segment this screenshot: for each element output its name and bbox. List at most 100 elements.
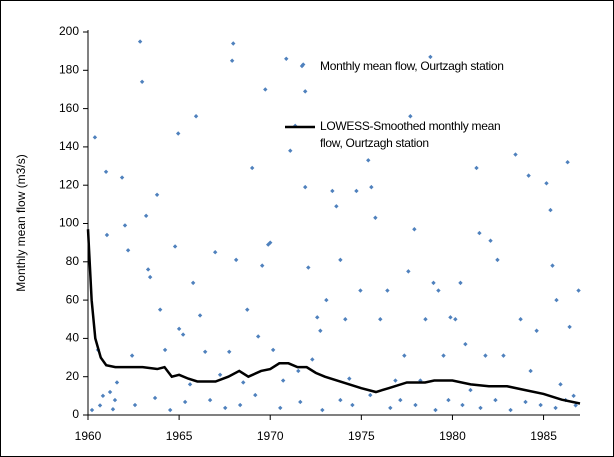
y-tick-label: 160 bbox=[59, 101, 79, 115]
data-point bbox=[107, 389, 113, 395]
data-point bbox=[378, 317, 383, 322]
data-point bbox=[119, 175, 125, 180]
data-point bbox=[334, 204, 339, 209]
data-point bbox=[266, 242, 271, 247]
data-point bbox=[366, 158, 371, 163]
data-point bbox=[197, 313, 203, 318]
data-point bbox=[576, 288, 581, 293]
y-tick-label: 180 bbox=[59, 62, 79, 76]
data-point bbox=[92, 135, 98, 140]
legend-label: LOWESS-Smoothed monthly mean flow, Ourtz… bbox=[320, 119, 501, 150]
data-point bbox=[152, 395, 158, 401]
data-point bbox=[453, 317, 458, 322]
data-point bbox=[495, 257, 500, 263]
data-point bbox=[468, 387, 473, 393]
data-point bbox=[132, 402, 138, 408]
data-point bbox=[255, 334, 261, 339]
y-tick-label: 200 bbox=[59, 24, 79, 38]
data-point bbox=[103, 169, 109, 174]
data-point bbox=[458, 280, 463, 286]
data-point bbox=[207, 397, 213, 403]
data-point bbox=[528, 368, 533, 374]
data-point bbox=[436, 288, 441, 293]
data-point bbox=[393, 378, 398, 383]
data-point bbox=[231, 41, 236, 46]
data-point bbox=[89, 407, 95, 413]
data-point bbox=[223, 405, 228, 411]
y-tick-label: 80 bbox=[66, 254, 80, 268]
data-point bbox=[554, 297, 559, 303]
data-point bbox=[270, 347, 276, 353]
data-point bbox=[190, 280, 196, 286]
data-point bbox=[104, 232, 110, 238]
data-point bbox=[493, 397, 498, 403]
data-point bbox=[518, 317, 523, 322]
data-point bbox=[253, 392, 258, 398]
data-point bbox=[423, 317, 428, 322]
x-tick-label: 1980 bbox=[439, 429, 466, 443]
data-point bbox=[112, 397, 118, 403]
data-point bbox=[573, 403, 578, 408]
data-point bbox=[296, 368, 301, 374]
data-point bbox=[229, 58, 235, 63]
data-point bbox=[324, 297, 329, 303]
data-point bbox=[448, 315, 453, 320]
data-point bbox=[263, 87, 268, 92]
data-point bbox=[241, 380, 246, 385]
data-point bbox=[182, 399, 188, 405]
data-point bbox=[187, 382, 193, 387]
data-point bbox=[310, 357, 315, 362]
y-tick-label: 20 bbox=[66, 369, 80, 383]
data-point bbox=[202, 349, 208, 355]
data-point bbox=[298, 399, 303, 405]
data-point bbox=[433, 407, 438, 413]
data-point bbox=[385, 288, 390, 293]
data-point bbox=[565, 160, 570, 165]
data-point bbox=[125, 248, 131, 253]
data-point bbox=[145, 267, 151, 272]
data-point bbox=[463, 341, 468, 347]
data-point bbox=[129, 353, 135, 358]
y-tick-label: 140 bbox=[59, 139, 79, 153]
y-tick-label: 40 bbox=[66, 331, 80, 345]
data-point bbox=[413, 402, 418, 408]
x-tick-label: 1960 bbox=[75, 429, 102, 443]
data-point bbox=[358, 288, 363, 293]
data-point bbox=[441, 353, 446, 358]
data-point bbox=[212, 250, 218, 255]
data-point bbox=[176, 131, 181, 136]
data-point bbox=[167, 407, 173, 413]
data-point bbox=[172, 244, 178, 249]
data-point bbox=[306, 265, 311, 270]
data-point bbox=[483, 353, 488, 358]
data-point bbox=[369, 184, 374, 190]
x-tick-label: 1970 bbox=[257, 429, 284, 443]
data-point bbox=[538, 402, 543, 408]
y-tick-label: 0 bbox=[72, 407, 79, 421]
data-point bbox=[162, 347, 168, 353]
data-point bbox=[513, 152, 518, 157]
data-point bbox=[245, 307, 250, 312]
x-tick-label: 1965 bbox=[166, 429, 193, 443]
data-point bbox=[347, 376, 352, 381]
data-point bbox=[501, 353, 506, 358]
data-point bbox=[460, 402, 465, 408]
smoothed-line bbox=[86, 229, 581, 405]
data-point bbox=[523, 399, 528, 405]
data-point bbox=[139, 79, 145, 84]
x-tick-label: 1975 bbox=[348, 429, 375, 443]
data-point bbox=[354, 188, 359, 194]
data-point bbox=[338, 397, 343, 403]
legend-label: Monthly mean flow, Ourtzagh station bbox=[320, 59, 504, 73]
data-point bbox=[143, 213, 149, 219]
data-point bbox=[338, 257, 343, 263]
legend-marker bbox=[299, 63, 305, 69]
data-point bbox=[477, 230, 482, 236]
data-point bbox=[193, 114, 199, 119]
x-tick-label: 1985 bbox=[530, 429, 557, 443]
data-point bbox=[553, 405, 558, 411]
data-point bbox=[97, 403, 103, 408]
data-point bbox=[446, 397, 451, 403]
